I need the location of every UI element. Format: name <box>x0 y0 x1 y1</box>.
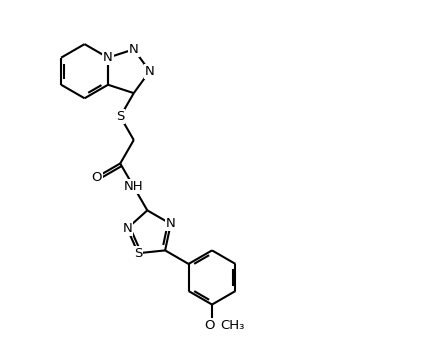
Text: N: N <box>166 218 176 230</box>
Text: O: O <box>92 171 102 184</box>
Text: N: N <box>122 222 132 235</box>
Text: S: S <box>134 247 142 260</box>
Text: S: S <box>116 110 125 123</box>
Text: NH: NH <box>124 180 144 193</box>
Text: N: N <box>103 51 113 64</box>
Text: O: O <box>204 319 215 332</box>
Text: CH₃: CH₃ <box>220 319 245 332</box>
Text: N: N <box>129 43 138 56</box>
Text: N: N <box>145 65 155 78</box>
